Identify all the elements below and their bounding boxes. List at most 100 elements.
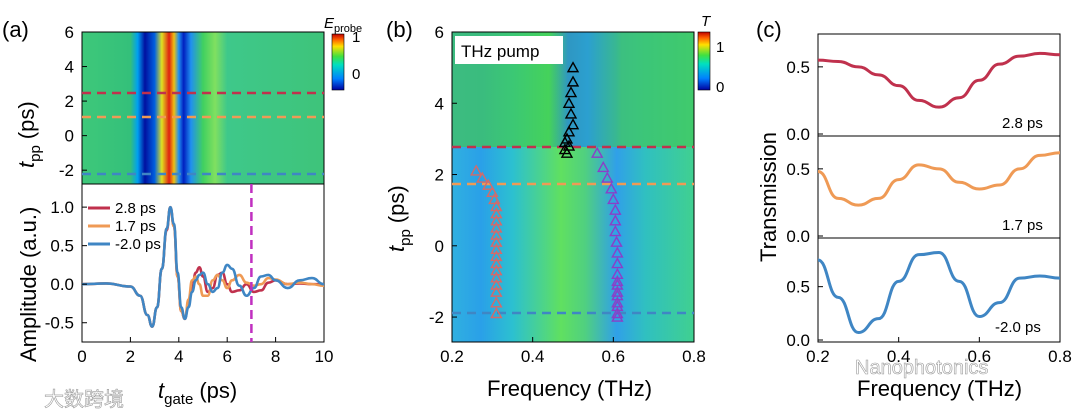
plot-c-label-1: 2.8 ps [1002,115,1043,132]
triangle-marker-violet [611,285,624,297]
triangle-marker-violet [611,274,624,287]
triangle-marker-black [564,107,578,119]
xtick-label: 4 [174,347,183,366]
colorbar-b-tick-0: 0 [716,79,724,96]
heatmap-a-yticks: 6 4 2 0 -2 [59,23,87,180]
plot-c-ylabel: Transmission [756,132,781,262]
watermark-left-logo [12,389,32,409]
triangle-marker-salmon [490,214,503,226]
legend-a-label-orange: 1.7 ps [115,218,156,235]
ytick-label: 0.0 [786,227,810,246]
transmission-line-0 [817,51,1061,109]
transmission-line-1 [817,151,1061,207]
ytick-label: 0.0 [786,331,810,350]
plot-c-frame-1 [817,33,1061,137]
plot-c-xlabel: Frequency (THz) [857,376,1022,401]
ytick-label: 0.0 [786,125,810,144]
triangle-marker-violet [591,146,604,158]
ytick-label: 0 [65,127,74,146]
panel-a-lineplot: 1.0 0.5 0.0 -0.5 0 2 4 6 8 10 2.8 ps 1.7 ps -2.0… [16,183,333,408]
triangle-marker-violet [611,246,624,258]
ytick-label: 2 [65,92,74,111]
ytick-label: 0.5 [786,278,810,297]
xtick-label: 0.8 [682,347,706,366]
triangle-marker-violet [611,267,624,279]
triangle-marker-violet [611,310,624,322]
triangle-marker-salmon [488,193,501,205]
xtick-label: 0.4 [887,347,911,366]
xtick-label: 6 [222,347,231,366]
triangle-marker-salmon [490,207,503,219]
series-line-2 [81,205,325,328]
ytick-label: 0.0 [50,275,74,294]
xtick-label: 0.6 [602,347,626,366]
triangle-marker-salmon [490,271,503,283]
ytick-label: 0.5 [50,237,74,256]
heatmap-b-yticks: 6 4 2 0 -2 [429,23,457,327]
triangle-marker-black [558,143,572,155]
panel-c-label: (c) [756,17,782,42]
triangle-marker-salmon [490,228,503,240]
colorbar-b-label: T [701,13,712,30]
transmission-line-2 [817,251,1061,335]
triangle-marker-violet [611,307,624,319]
ytick-label: 4 [435,94,444,113]
triangle-marker-salmon [490,307,503,319]
watermark-right: Nanophotonics [855,357,988,379]
triangle-marker-violet [609,203,622,215]
ytick-label: 0.5 [786,58,810,77]
triangle-marker-salmon [486,185,499,198]
legend-a-label-blue: -2.0 ps [115,236,161,253]
annotation-thz-pump: THz pump [461,42,539,61]
ytick-label: 4 [65,58,74,77]
annotation-box [455,36,563,64]
plot-c-label-3: -2.0 ps [995,319,1041,336]
heatmap-b-markers [470,61,624,322]
plot-c-label-2: 1.7 ps [1002,217,1043,234]
lineplot-a-xticks: 0 2 4 6 8 10 [77,337,333,366]
plot-c-frame-3 [817,237,1061,343]
lineplot-a-yticks: 1.0 0.5 0.0 -0.5 [45,198,87,333]
heatmap-b-frame [451,31,695,343]
triangle-marker-black [562,139,576,151]
xtick-label: 0.8 [1048,347,1072,366]
triangle-marker-salmon [482,178,495,190]
heatmap-a-area [82,32,324,184]
triangle-marker-salmon [470,164,483,176]
ytick-label: 0.5 [786,160,810,179]
lineplot-a-xlabel: tgate (ps) [158,378,237,408]
xtick-label: 8 [271,347,280,366]
xtick-label: 2 [126,347,135,366]
colorbar-a-tick-0: 0 [352,66,360,83]
triangle-marker-violet [611,289,624,301]
triangle-marker-salmon [490,285,503,297]
plot-c-series [817,51,1061,335]
ytick-label: -2 [429,308,444,327]
xtick-label: 0.2 [440,347,464,366]
watermark-right-logo [826,357,846,377]
xtick-label: 0.6 [968,347,992,366]
triangle-marker-black [562,125,576,137]
triangle-marker-violet [610,235,623,247]
watermark-left: 大数跨境 [44,388,124,411]
xtick-label: 0.2 [806,347,830,366]
xtick-label: 0 [77,347,86,366]
triangle-marker-black [558,136,572,148]
lineplot-a-series [81,205,325,328]
heatmap-b-ylabel: tpp(ps) [384,185,414,252]
triangle-marker-violet [611,296,624,308]
triangle-marker-salmon [490,200,503,212]
ytick-label: 6 [65,23,74,42]
triangle-marker-violet [597,160,610,173]
xtick-label: 10 [315,347,334,366]
panel-a-heatmap: 6 4 2 0 -2 tpp(ps) Eprobe 1 0 [14,15,362,185]
heatmap-b-xlabel: Frequency (THz) [487,376,652,401]
heatmap-b-xticks: 0.2 0.4 0.6 0.8 [440,337,706,366]
triangle-marker-salmon [490,242,503,255]
triangle-marker-violet [611,278,624,290]
triangle-marker-salmon [490,278,503,290]
ytick-label: 1.0 [50,198,74,217]
triangle-marker-salmon [490,221,503,233]
lineplot-a-ylabel: Amplitude (a.u.) [16,207,41,362]
triangle-marker-violet [607,193,620,205]
